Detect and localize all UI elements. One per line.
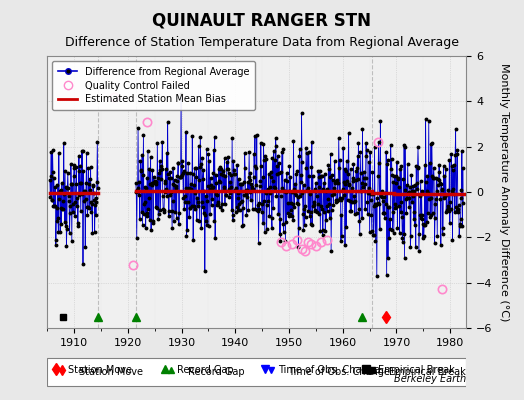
Text: Time of Obs. Change: Time of Obs. Change xyxy=(278,366,379,375)
Text: QUINAULT RANGER STN: QUINAULT RANGER STN xyxy=(152,12,372,30)
FancyBboxPatch shape xyxy=(47,358,466,386)
Text: Empirical Break: Empirical Break xyxy=(378,366,455,375)
Text: Station Move: Station Move xyxy=(79,367,143,377)
Text: Station Move: Station Move xyxy=(68,366,132,375)
Text: Record Gap: Record Gap xyxy=(188,367,244,377)
Text: Time of Obs. Change: Time of Obs. Change xyxy=(288,367,390,377)
Y-axis label: Monthly Temperature Anomaly Difference (°C): Monthly Temperature Anomaly Difference (… xyxy=(499,63,509,321)
Legend: Difference from Regional Average, Quality Control Failed, Estimated Station Mean: Difference from Regional Average, Qualit… xyxy=(52,61,255,110)
Text: Difference of Station Temperature Data from Regional Average: Difference of Station Temperature Data f… xyxy=(65,36,459,49)
Text: Record Gap: Record Gap xyxy=(177,366,234,375)
Text: Empirical Break: Empirical Break xyxy=(389,367,465,377)
Text: Berkeley Earth: Berkeley Earth xyxy=(394,374,466,384)
